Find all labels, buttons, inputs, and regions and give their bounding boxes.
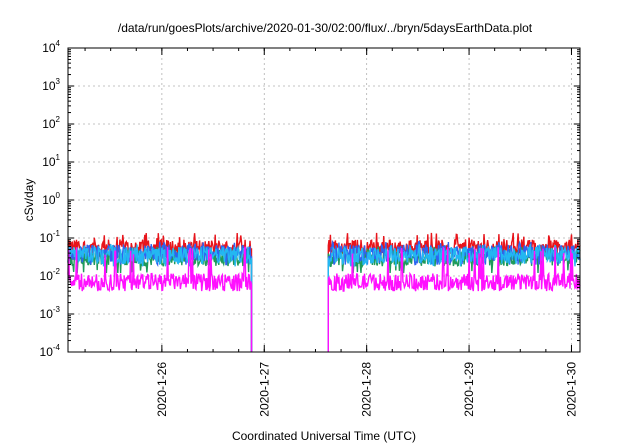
series-line bbox=[67, 244, 253, 352]
y-tick-label: 100 bbox=[42, 191, 60, 207]
y-tick-label: 104 bbox=[42, 39, 60, 55]
y-tick-label: 10-1 bbox=[40, 229, 61, 245]
y-tick-label: 10-3 bbox=[40, 305, 61, 321]
y-tick-label: 101 bbox=[42, 153, 60, 169]
y-tick-label: 10-4 bbox=[40, 343, 61, 359]
y-axis: 10-4 10-3 10-2 10-1 100 101 102 103 104 bbox=[40, 39, 580, 359]
plot-series bbox=[67, 232, 581, 352]
series-line bbox=[67, 246, 253, 352]
x-tick-label: 2020-1-26 bbox=[155, 362, 169, 417]
series-line bbox=[67, 241, 253, 352]
y-tick-label: 103 bbox=[42, 77, 60, 93]
series-line bbox=[327, 247, 581, 352]
y-tick-label: 102 bbox=[42, 115, 60, 131]
y-tick-label: 10-2 bbox=[40, 267, 61, 283]
grid bbox=[68, 48, 580, 352]
y-axis-label: cSv/day bbox=[22, 179, 36, 222]
x-axis: 2020-1-26 2020-1-27 2020-1-28 2020-1-29 2020… bbox=[84, 48, 578, 417]
x-tick-label: 2020-1-29 bbox=[462, 362, 476, 417]
x-tick-label: 2020-1-28 bbox=[360, 362, 374, 417]
x-tick-label: 2020-1-30 bbox=[564, 362, 578, 417]
x-tick-label: 2020-1-27 bbox=[257, 362, 271, 417]
chart-title: /data/run/goesPlots/archive/2020-01-30/0… bbox=[118, 21, 533, 35]
series-line bbox=[327, 244, 581, 352]
x-axis-label: Coordinated Universal Time (UTC) bbox=[232, 429, 416, 443]
